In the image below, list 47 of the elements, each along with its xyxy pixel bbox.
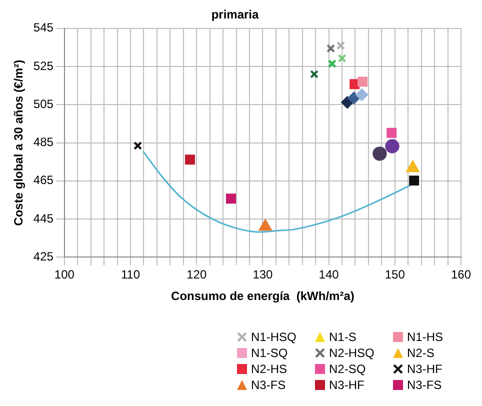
y-tick-label: 425 [33, 250, 54, 264]
point [338, 54, 346, 63]
point [358, 76, 368, 87]
point [310, 70, 319, 78]
y-axis-title: Coste global a 30 años (€/m²) [12, 60, 26, 226]
point [406, 160, 420, 172]
x-tick-label: 110 [120, 268, 140, 282]
legend-label: N3-HF [407, 362, 442, 376]
legend-label: N2-HS [251, 362, 288, 376]
legend-label: N3-HF [329, 378, 364, 392]
point [226, 194, 236, 204]
point [328, 59, 336, 68]
x-tick-label: 140 [318, 268, 340, 282]
y-tick-label: 465 [33, 173, 54, 188]
x-tick-label: 100 [54, 268, 75, 282]
x-tick-label: 150 [384, 268, 406, 282]
point [326, 44, 336, 53]
point [259, 220, 272, 231]
x-axis-title: Consumo de energía (kWh/m²a) [171, 289, 354, 304]
legend-label: N1-SQ [251, 346, 288, 360]
point [185, 154, 195, 165]
point [409, 176, 420, 186]
y-tick-label: 485 [33, 135, 54, 150]
legend-label: N1-HSQ [251, 330, 296, 344]
chart-title: primaria [211, 8, 259, 22]
x-tick-label: 130 [252, 268, 274, 282]
point [386, 128, 397, 138]
x-tick-label: 160 [450, 268, 472, 282]
legend-label: N2-S [407, 346, 434, 360]
legend-label: N2-SQ [329, 362, 366, 376]
point [341, 96, 354, 108]
point [372, 146, 387, 161]
y-tick-label: 505 [33, 96, 54, 111]
y-tick-label: 445 [33, 211, 54, 226]
point [134, 141, 142, 150]
y-tick-label: 525 [33, 58, 54, 73]
point [336, 41, 345, 50]
legend-label: N3-FS [251, 378, 286, 392]
legend-label: N1-S [329, 330, 356, 344]
point [385, 139, 400, 154]
legend-label: N1-HS [407, 330, 444, 344]
point [356, 88, 368, 101]
point [348, 92, 360, 104]
legend-label: N3-FS [407, 378, 442, 392]
y-tick-label: 545 [33, 20, 54, 35]
x-tick-label: 120 [186, 268, 207, 282]
legend-label: N2-HSQ [329, 346, 374, 360]
